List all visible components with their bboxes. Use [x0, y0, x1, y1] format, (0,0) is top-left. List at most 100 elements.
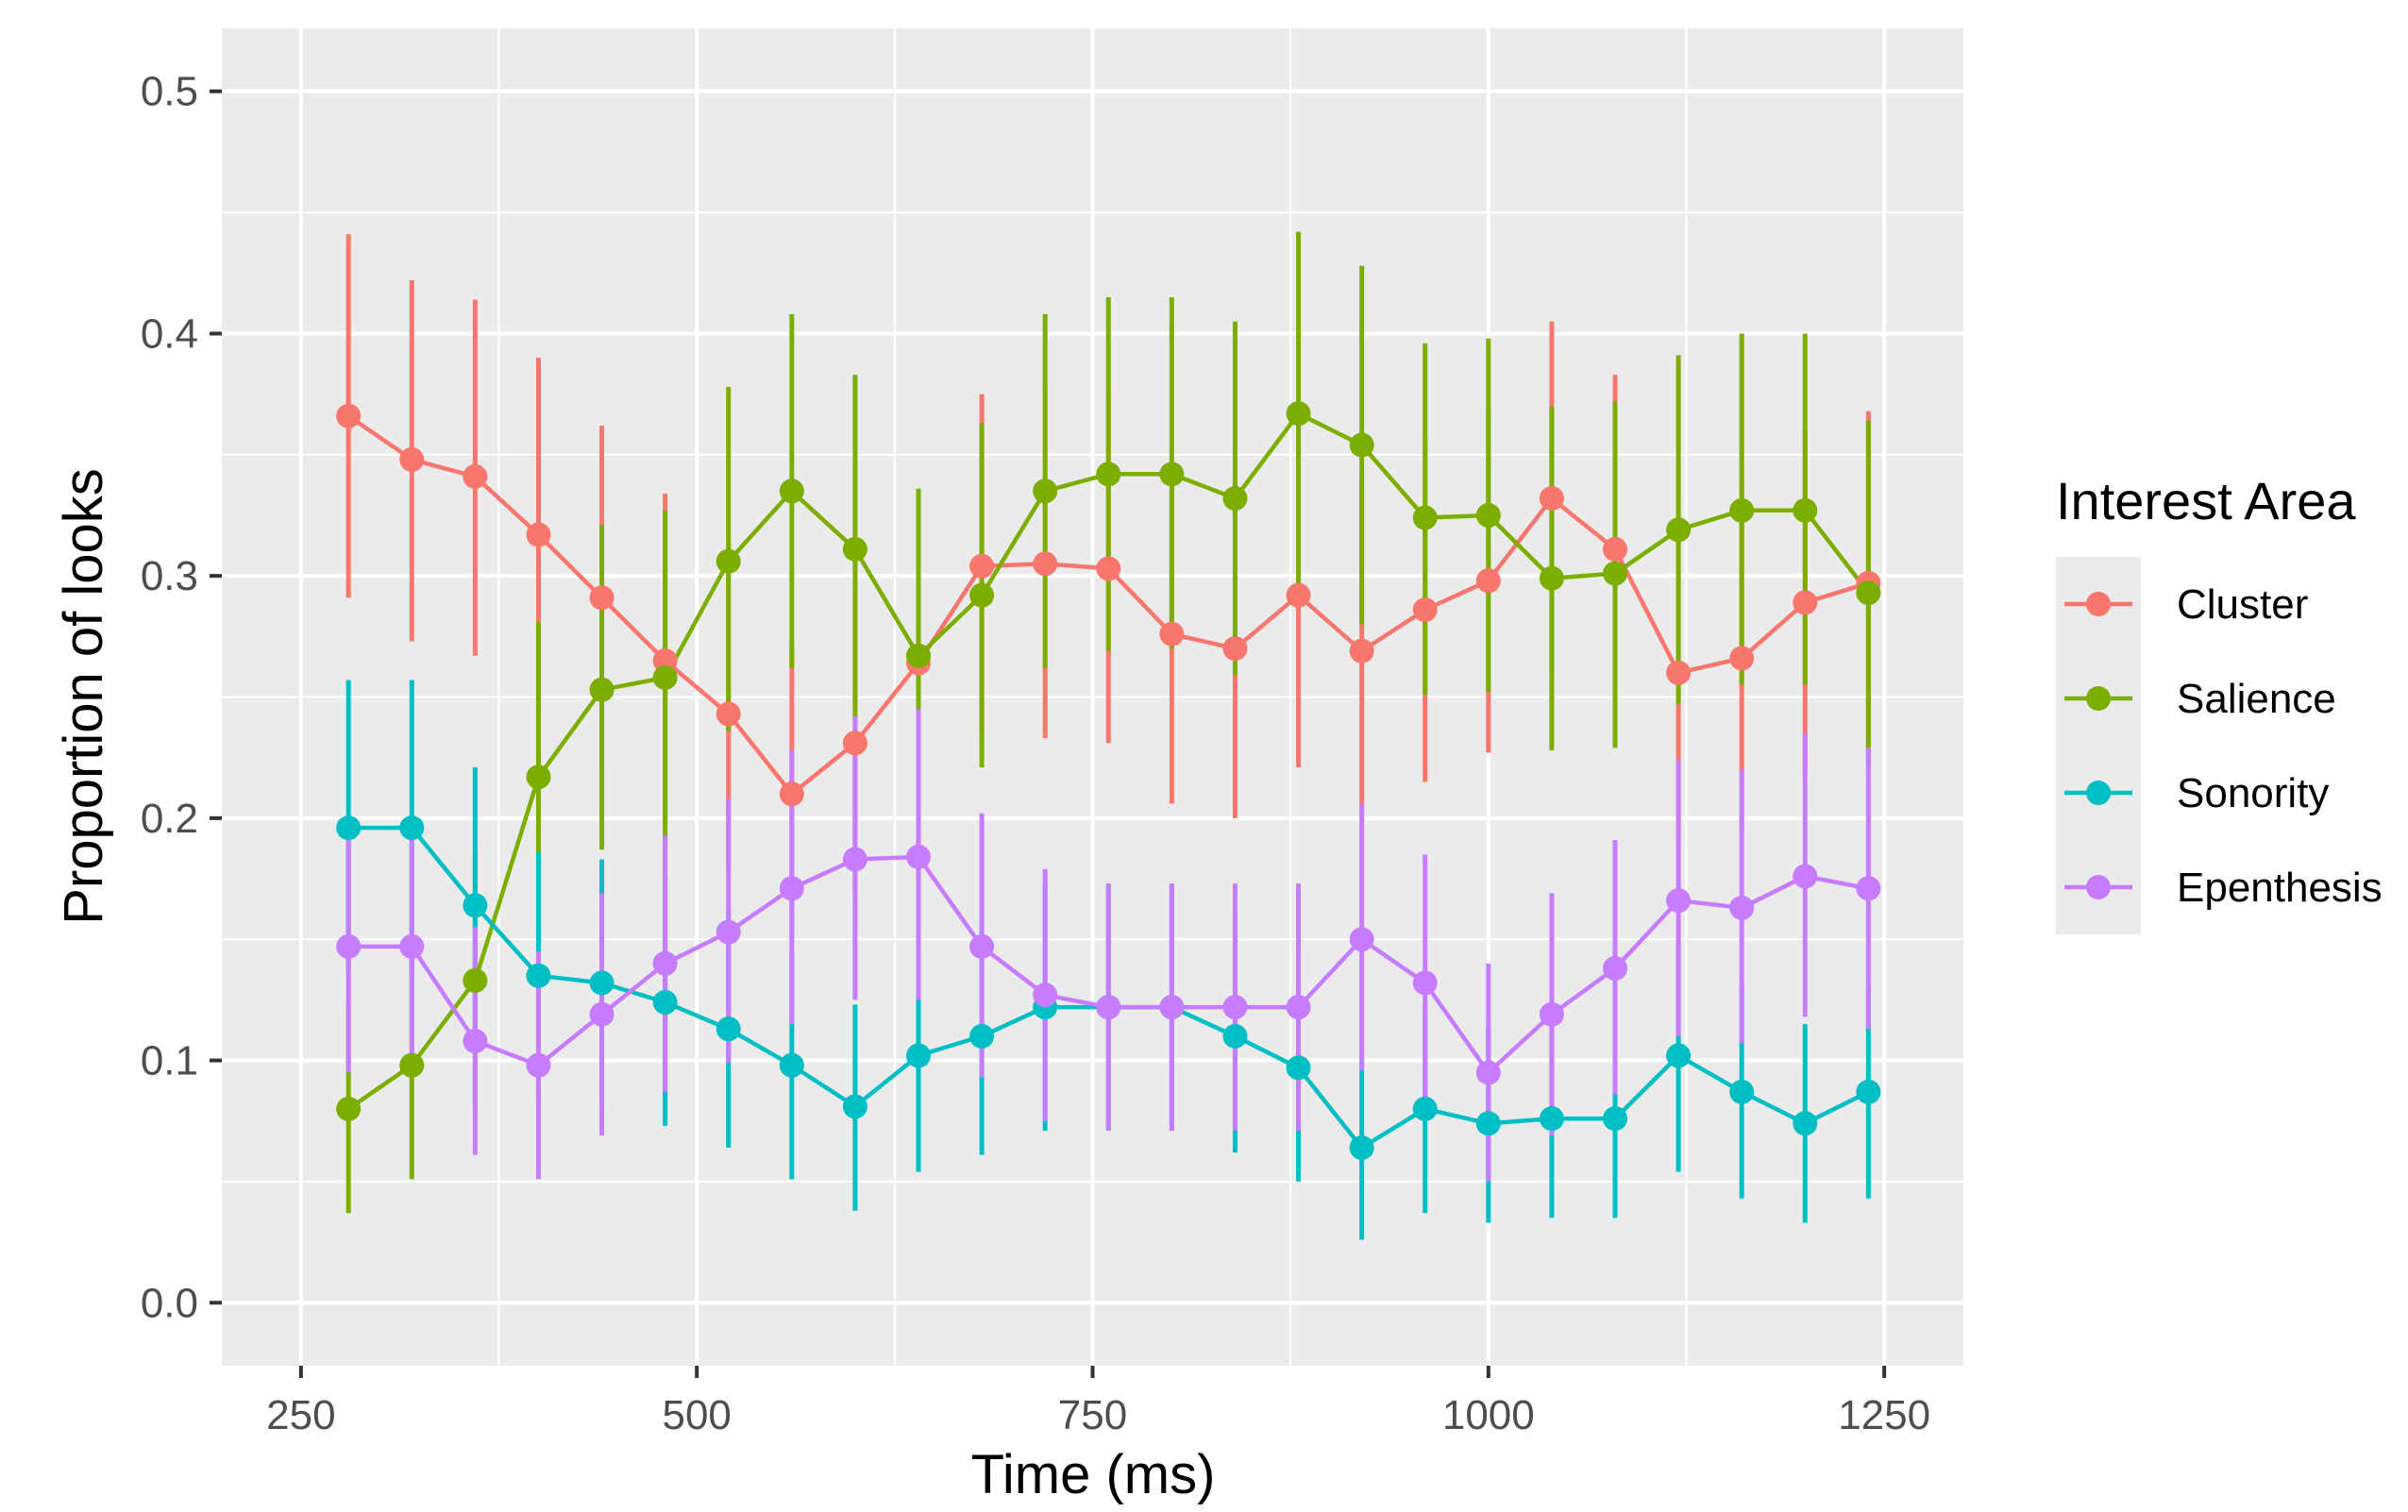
data-point-sonority [716, 1016, 741, 1042]
data-point-cluster [1412, 597, 1438, 623]
data-point-salience [969, 582, 995, 608]
data-point-sonority [463, 893, 488, 918]
data-point-epenthesis [1222, 995, 1248, 1020]
data-point-salience [589, 677, 615, 702]
data-point-salience [1539, 565, 1564, 591]
data-point-cluster [1222, 636, 1248, 662]
data-point-cluster [1729, 646, 1755, 671]
axes: 250 500 750 1000 1250 0.0 0.1 0.2 0.3 0.4 0.5 [141, 69, 1930, 1438]
data-point-sonority [1729, 1079, 1755, 1104]
data-point-epenthesis [1539, 1001, 1564, 1027]
data-point-epenthesis [779, 876, 804, 901]
legend-title: Interest Area [2056, 471, 2356, 530]
data-point-salience [906, 643, 931, 668]
data-point-cluster [463, 463, 488, 489]
data-point-epenthesis [589, 1001, 615, 1027]
data-point-salience [399, 1052, 425, 1078]
y-tick-label: 0.4 [141, 311, 198, 357]
data-point-sonority [906, 1043, 931, 1068]
data-point-salience [336, 1096, 362, 1121]
data-point-salience [1856, 580, 1881, 606]
data-point-sonority [969, 1023, 995, 1049]
data-point-sonority [1666, 1043, 1692, 1068]
data-point-sonority [1793, 1111, 1818, 1136]
data-point-epenthesis [1096, 995, 1121, 1020]
legend-keys: Cluster Salience Sonority Epenthesis [2056, 557, 2383, 934]
data-point-epenthesis [906, 844, 931, 869]
data-point-sonority [779, 1052, 804, 1078]
data-point-salience [1729, 497, 1755, 523]
legend-key-point-epenthesis [2086, 875, 2111, 899]
data-point-salience [1033, 479, 1058, 504]
data-point-sonority [526, 963, 551, 988]
data-point-epenthesis [463, 1029, 488, 1054]
data-point-cluster [589, 585, 615, 611]
data-point-cluster [526, 522, 551, 547]
data-point-epenthesis [1793, 864, 1818, 889]
data-point-cluster [1793, 590, 1818, 615]
data-point-salience [526, 764, 551, 790]
data-point-salience [1222, 486, 1248, 512]
data-point-cluster [969, 553, 995, 579]
data-point-salience [1286, 401, 1311, 427]
data-point-cluster [842, 731, 867, 756]
data-point-cluster [716, 701, 741, 727]
y-tick-label: 0.2 [141, 796, 198, 842]
data-point-sonority [336, 815, 362, 841]
data-point-salience [1475, 502, 1501, 528]
data-point-epenthesis [1412, 970, 1438, 996]
data-point-epenthesis [1286, 995, 1311, 1020]
data-point-cluster [1349, 638, 1374, 664]
data-point-epenthesis [526, 1052, 551, 1078]
data-point-epenthesis [1159, 995, 1185, 1020]
data-point-epenthesis [336, 933, 362, 959]
y-tick-label: 0.5 [141, 69, 198, 115]
data-point-epenthesis [1603, 956, 1627, 982]
data-point-cluster [1539, 486, 1564, 512]
data-point-sonority [1412, 1096, 1438, 1121]
legend-key-point-sonority [2086, 781, 2111, 805]
y-tick-label: 0.3 [141, 553, 198, 599]
data-point-epenthesis [1349, 927, 1374, 952]
data-point-epenthesis [1033, 983, 1058, 1008]
data-point-salience [1096, 462, 1121, 487]
data-point-sonority [1539, 1106, 1564, 1132]
x-tick-label: 1250 [1838, 1392, 1930, 1438]
data-point-salience [716, 548, 741, 574]
data-point-sonority [842, 1094, 867, 1119]
data-point-sonority [399, 815, 425, 841]
x-axis-title: Time (ms) [971, 1444, 1216, 1505]
grid [222, 28, 1963, 1366]
legend-label-salience: Salience [2177, 676, 2336, 722]
data-point-epenthesis [1729, 895, 1755, 920]
data-point-cluster [336, 403, 362, 428]
data-point-cluster [1159, 621, 1185, 647]
data-point-sonority [1286, 1055, 1311, 1081]
data-point-epenthesis [842, 847, 867, 872]
data-point-sonority [589, 970, 615, 996]
y-tick-label: 0.1 [141, 1038, 198, 1084]
legend-label-sonority: Sonority [2177, 770, 2329, 816]
data-point-salience [1603, 561, 1627, 586]
data-point-sonority [1349, 1134, 1374, 1160]
data-point-sonority [1856, 1079, 1881, 1104]
data-point-cluster [1286, 582, 1311, 608]
data-point-epenthesis [969, 933, 995, 959]
data-point-cluster [779, 781, 804, 807]
y-axis-title: Proportion of looks [53, 468, 114, 925]
data-point-sonority [1475, 1111, 1501, 1136]
data-point-cluster [1475, 568, 1501, 594]
data-point-cluster [399, 446, 425, 472]
data-point-epenthesis [716, 919, 741, 945]
data-point-sonority [1222, 1023, 1248, 1049]
series-points [336, 401, 1881, 1160]
data-point-salience [652, 664, 678, 690]
data-point-sonority [652, 989, 678, 1015]
data-point-salience [1159, 462, 1185, 487]
data-point-cluster [1603, 536, 1627, 562]
legend: Interest Area Cluster Salience Sonority Epe… [2056, 471, 2383, 934]
data-point-epenthesis [399, 933, 425, 959]
data-point-epenthesis [1856, 876, 1881, 901]
